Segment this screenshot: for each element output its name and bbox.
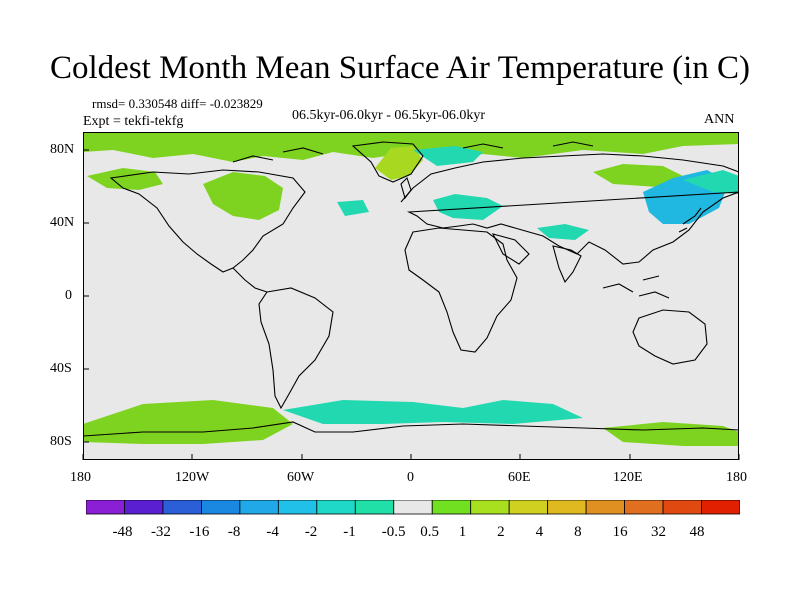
- colorbar-swatch: [354, 500, 395, 515]
- x-tick-label: 120E: [613, 470, 643, 485]
- x-tick-label: 180: [726, 470, 747, 485]
- map-panel: [83, 132, 739, 460]
- x-tick-label: 180: [70, 470, 91, 485]
- colorbar-label: 4: [535, 524, 544, 540]
- anomaly-negative-arctic: [413, 146, 483, 166]
- coast-indonesia: [602, 275, 670, 299]
- colorbar-swatch: [201, 500, 241, 515]
- colorbar-label: -32: [150, 524, 171, 540]
- colorbar-swatch: [393, 500, 433, 515]
- period-label: 06.5kyr-06.0kyr - 06.5kyr-06.0kyr: [292, 108, 486, 123]
- anomaly-fields: [83, 132, 739, 446]
- colorbar-swatch: [701, 500, 740, 515]
- colorbar-swatch: [470, 500, 510, 515]
- stats-label: rmsd= 0.330548 diff= -0.023829: [92, 96, 263, 111]
- anomaly-negative-asia-blob: [537, 224, 589, 240]
- colorbar-swatch: [277, 500, 318, 515]
- colorbar-swatch: [624, 500, 664, 515]
- coast-antarctica: [83, 421, 739, 437]
- colorbar-swatch: [316, 500, 356, 515]
- coast-arctic-islands: [232, 141, 594, 163]
- colorbar-label: 48: [689, 524, 705, 540]
- map-svg: [83, 132, 739, 460]
- coast-australia: [632, 309, 708, 365]
- coast-central-america: [232, 267, 268, 293]
- colorbar-label: 32: [651, 524, 667, 540]
- coast-uk: [400, 176, 412, 200]
- colorbar-label: -16: [189, 524, 210, 540]
- x-tick-label: 60W: [287, 470, 315, 485]
- experiment-label: Expt = tekfi-tekfg: [83, 114, 184, 129]
- y-tick-label: 0: [65, 288, 72, 303]
- colorbar-labels: -48 -32 -16 -8 -4 -2 -1 -0.5 0.5 1 2 4 8 16 32 48: [86, 524, 740, 544]
- coast-africa: [404, 227, 518, 353]
- y-tick-label: 40S: [50, 361, 72, 376]
- colorbar-swatch: [508, 500, 549, 515]
- season-label: ANN: [704, 112, 735, 127]
- colorbar-swatch: [547, 500, 587, 515]
- coast-arabia: [491, 233, 530, 265]
- coast-south-america: [258, 287, 334, 410]
- anomaly-positive-greenland: [375, 146, 423, 180]
- colorbar-label: -0.5: [381, 524, 406, 540]
- x-tick-label: 0: [407, 470, 414, 485]
- anomaly-negative-east-asia-inner: [683, 170, 739, 194]
- colorbar-label: -2: [304, 524, 318, 540]
- colorbar-swatches: [86, 500, 740, 515]
- anomaly-negative-mid-atlantic: [337, 200, 369, 216]
- coast-north-america: [109, 169, 306, 273]
- colorbar-label: -48: [112, 524, 133, 540]
- colorbar-swatch: [585, 500, 625, 515]
- colorbar-label: 0.5: [420, 524, 439, 540]
- colorbar-label: 1: [458, 524, 467, 540]
- y-tick-label: 80S: [50, 434, 72, 449]
- colorbar-label: 2: [497, 524, 505, 540]
- anomaly-negative-europe: [433, 194, 503, 220]
- colorbar-swatch: [239, 500, 279, 515]
- coastlines: [83, 141, 739, 437]
- colorbar-swatch: [431, 500, 472, 515]
- colorbar-label: -4: [266, 524, 279, 540]
- x-tick-label: 60E: [508, 470, 531, 485]
- colorbar-label: 8: [574, 524, 582, 540]
- colorbar-label: -1: [343, 524, 356, 540]
- colorbar-swatch: [662, 500, 702, 515]
- chart-title: Coldest Month Mean Surface Air Temperatu…: [50, 50, 750, 86]
- colorbar-swatch: [124, 500, 164, 515]
- colorbar-label: 16: [612, 524, 628, 540]
- colorbar-swatch: [162, 500, 202, 515]
- y-tick-label: 80N: [50, 142, 75, 157]
- anomaly-negative-southern-ocean: [283, 400, 583, 424]
- coast-india: [552, 245, 582, 284]
- anomaly-positive-siberia: [593, 164, 683, 188]
- coast-greenland: [351, 141, 424, 183]
- colorbar-label: -8: [227, 524, 241, 540]
- anomaly-positive-north-america: [203, 172, 283, 220]
- colorbar-swatch: [86, 500, 125, 515]
- y-tick-label: 40N: [50, 215, 75, 230]
- colorbar: [86, 500, 740, 520]
- coast-eurasia: [400, 153, 739, 265]
- x-tick-label: 120W: [175, 470, 210, 485]
- coast-japan: [678, 207, 702, 233]
